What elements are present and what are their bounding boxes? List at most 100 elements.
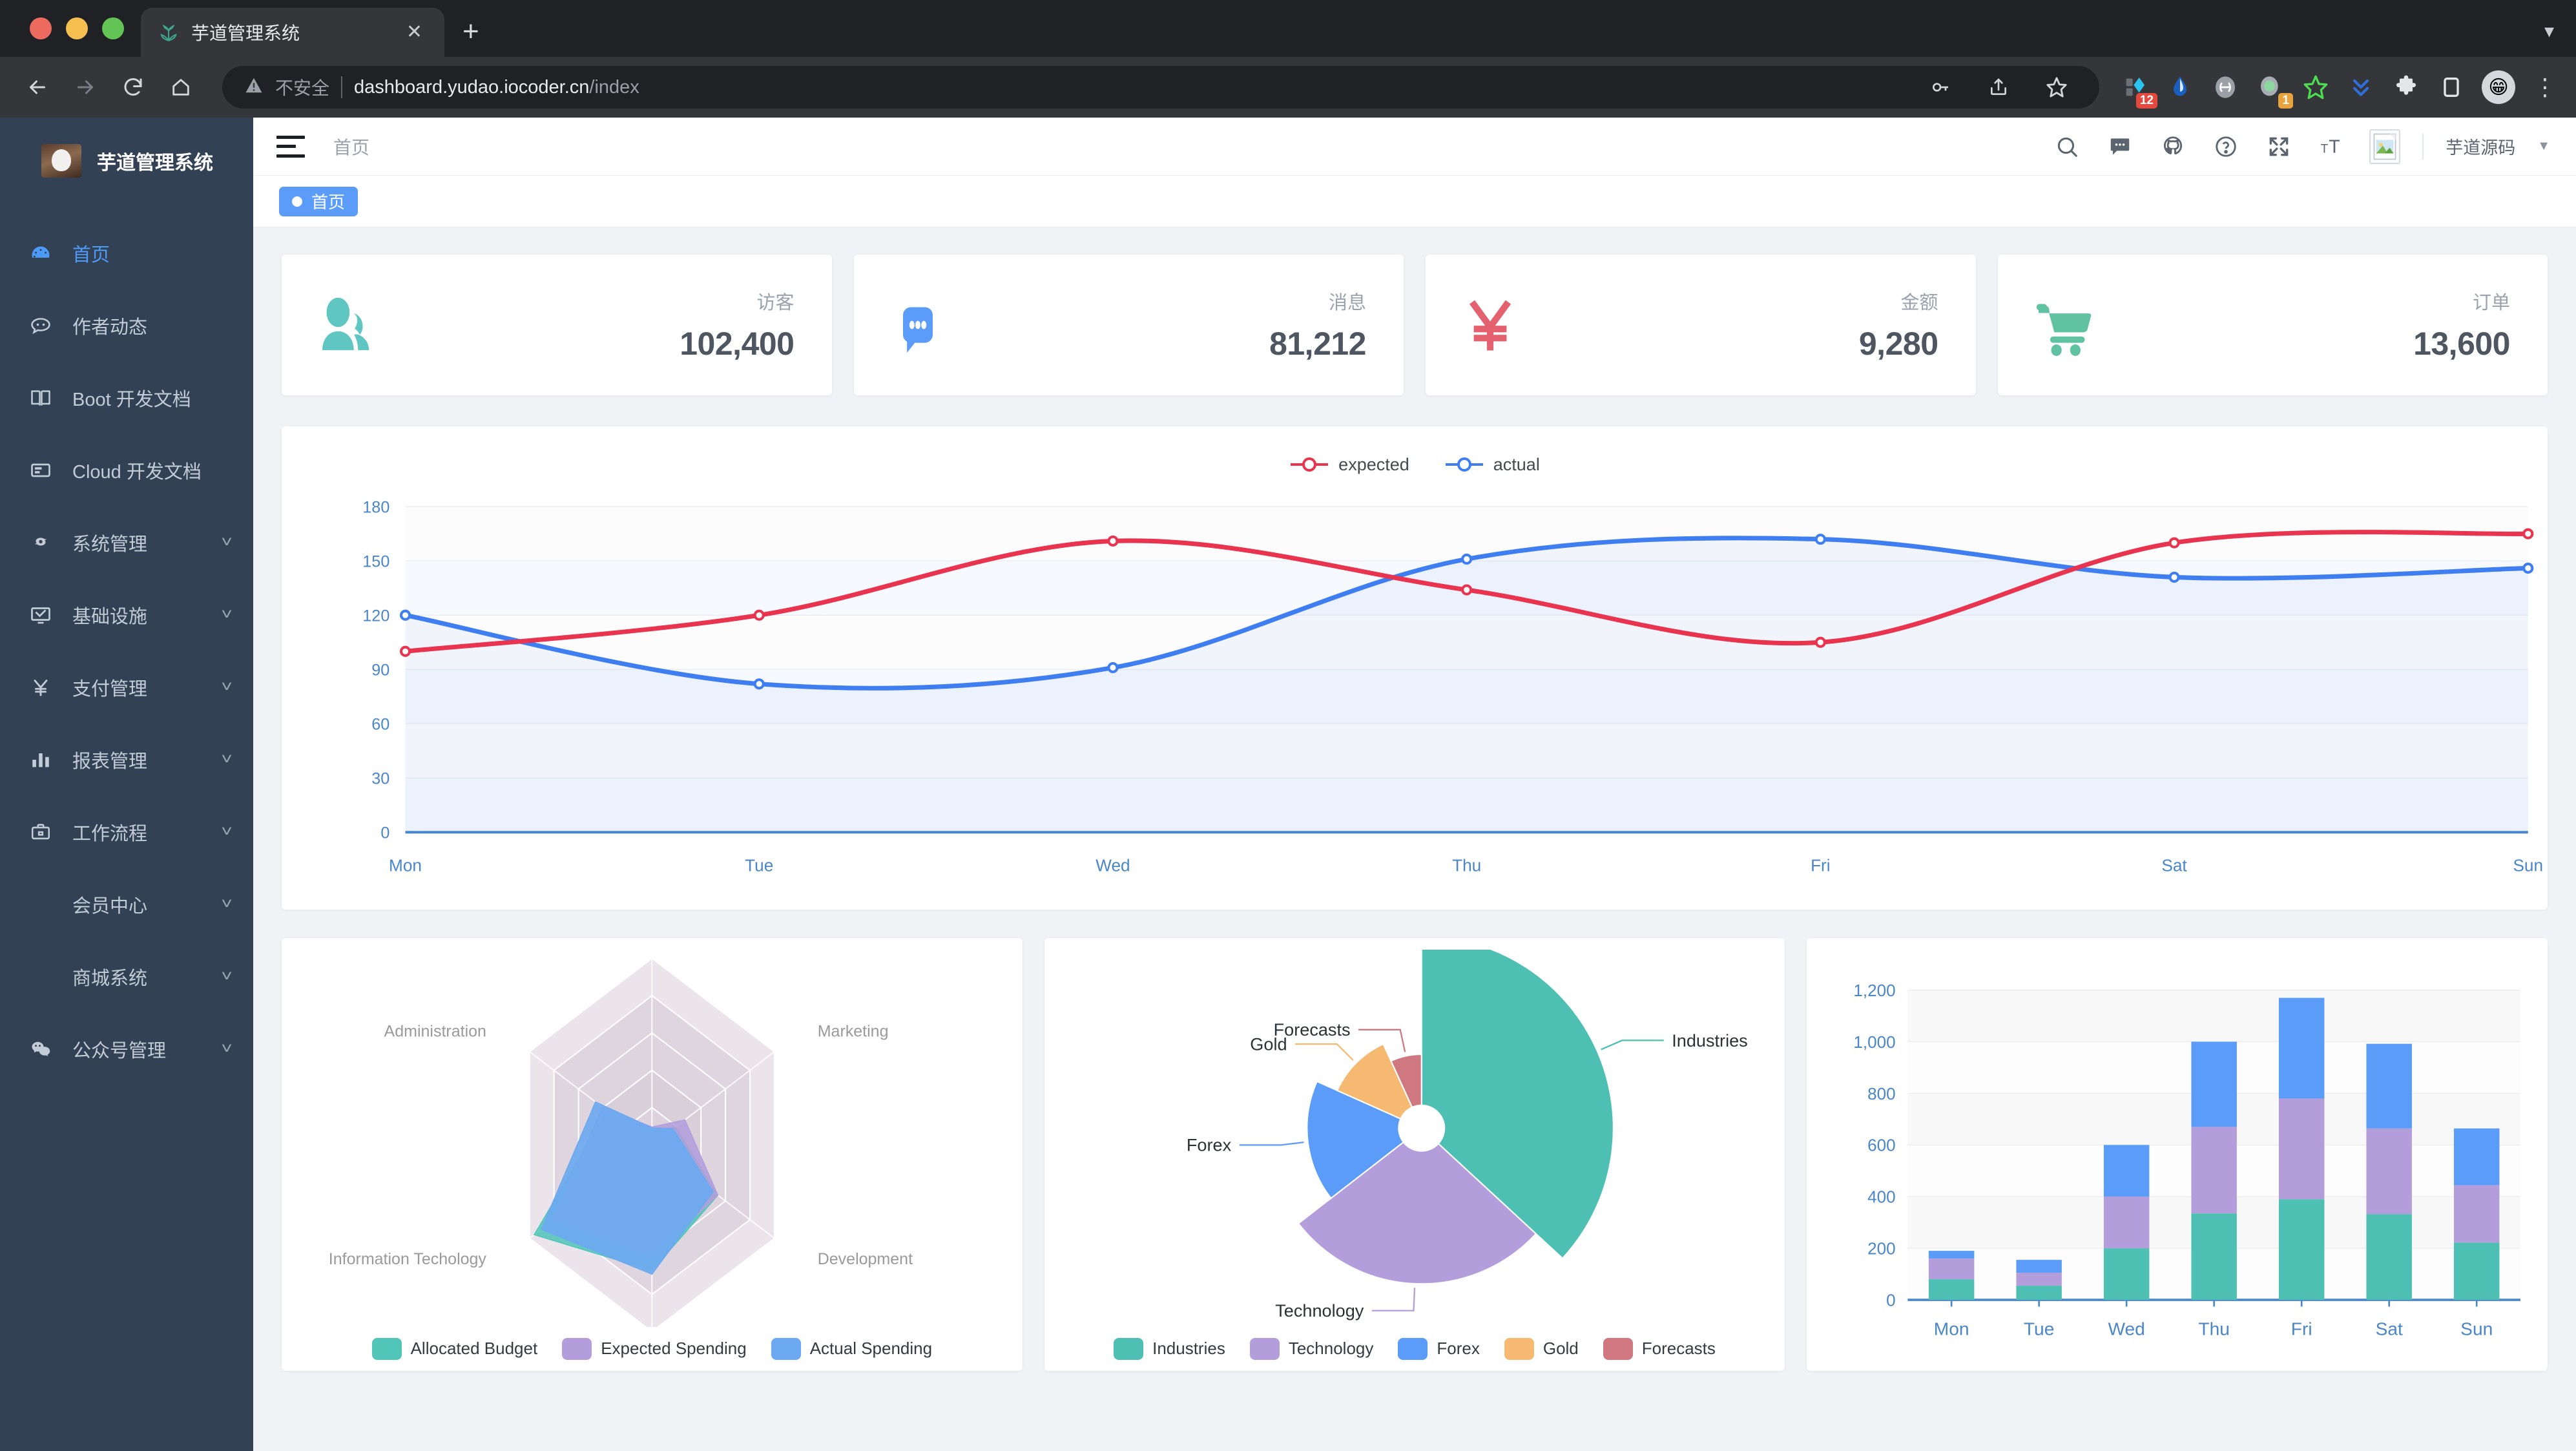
svg-text:30: 30 (371, 769, 390, 788)
legend-item-expected[interactable]: expected (1289, 455, 1409, 475)
water-drop-icon[interactable] (2165, 72, 2195, 102)
legend-label: Forex (1437, 1339, 1480, 1359)
help-icon[interactable] (2210, 131, 2241, 162)
legend-swatch (1603, 1337, 1633, 1360)
sidebar-item-system-management[interactable]: 系统管理 ˅ (0, 506, 253, 579)
brand[interactable]: 芋道管理系统 (0, 133, 253, 189)
share-icon[interactable] (1978, 67, 2019, 108)
legend-item-expected-spending[interactable]: Expected Spending (562, 1337, 747, 1360)
address-bar[interactable]: 不安全 dashboard.yudao.iocoder.cn/index (222, 66, 2099, 109)
legend-item-forex[interactable]: Forex (1398, 1337, 1480, 1360)
new-tab-button[interactable]: + (462, 16, 479, 47)
close-window-button[interactable] (30, 17, 52, 39)
divider (341, 76, 343, 98)
yen-icon (26, 676, 56, 699)
legend-item-technology[interactable]: Technology (1249, 1337, 1373, 1360)
svg-text:800: 800 (1867, 1084, 1895, 1103)
sidebar-item-member-center[interactable]: 会员中心 ˅ (0, 868, 253, 941)
browser-tab[interactable]: 芋道管理系统 ✕ (141, 8, 444, 57)
line-chart-canvas[interactable]: 0 30 60 90 120 150 180 Mon Tue Wed Thu Fri Sat Sun (282, 487, 2548, 904)
sidebar-item-workflow[interactable]: 工作流程 ˅ (0, 796, 253, 868)
stat-card-text: 金额 9,280 (1859, 287, 1938, 362)
main-area: 首页 (253, 118, 2576, 1451)
rabbit-avatar-icon (41, 144, 81, 178)
svg-text:120: 120 (362, 607, 390, 625)
sidebar-item-report-management[interactable]: 报表管理 ˅ (0, 724, 253, 796)
svg-text:1,000: 1,000 (1854, 1032, 1896, 1052)
budget-radar-panel: SalesMarketingDevelopmentCustomer Suppor… (282, 938, 1023, 1371)
legend-item-actual[interactable]: actual (1444, 455, 1540, 475)
message-icon[interactable] (2104, 131, 2135, 162)
sidebar-item-author-news[interactable]: 作者动态 (0, 289, 253, 362)
sidebar-item-home[interactable]: 首页 (0, 217, 253, 289)
stat-card-amount[interactable]: 金额 9,280 (1426, 255, 1976, 395)
github-icon[interactable] (2157, 131, 2188, 162)
bar-chart-canvas[interactable]: 0 200 400 600 800 1,000 1,200 Mon Tue Wed Thu Fri Sa… (1807, 950, 2548, 1371)
sidebar-panel-icon[interactable] (2436, 72, 2466, 102)
reload-icon[interactable] (112, 67, 154, 108)
stat-card-messages[interactable]: 消息 81,212 (853, 255, 1404, 395)
svg-text:Tue: Tue (2024, 1319, 2054, 1339)
rose-chart-canvas[interactable]: Industries Technology Forex Gold Forecasts (1044, 950, 1785, 1327)
chevron-down-icon[interactable]: ▾ (2544, 21, 2554, 42)
weekly-line-chart-panel: expected actual 0 30 60 90 120 150 180 Mon Tue We… (282, 426, 2548, 910)
legend-item-actual-spending[interactable]: Actual Spending (771, 1337, 932, 1360)
minimize-window-button[interactable] (66, 17, 88, 39)
hamburger-icon[interactable] (276, 135, 305, 158)
back-arrow-icon[interactable] (17, 67, 58, 108)
chevron-down-icon: ˅ (221, 751, 233, 768)
stat-card-visitors[interactable]: 访客 102,400 (282, 255, 832, 395)
sidebar-item-boot-docs[interactable]: Boot 开发文档 (0, 362, 253, 434)
stat-value: 102,400 (680, 326, 795, 362)
sidebar-item-official-account[interactable]: 公众号管理 ˅ (0, 1013, 253, 1085)
legend-swatch (1249, 1337, 1280, 1360)
profile-avatar-icon[interactable]: 😁 (2482, 70, 2515, 104)
window-controls[interactable] (19, 0, 141, 57)
tab-strip: 芋道管理系统 ✕ + ▾ (0, 0, 2576, 57)
home-icon[interactable] (160, 67, 202, 108)
grammar-icon[interactable] (2210, 72, 2240, 102)
star-icon[interactable] (2036, 67, 2077, 108)
fullscreen-icon[interactable] (2263, 131, 2294, 162)
caret-down-icon[interactable]: ▼ (2537, 139, 2550, 153)
circle-ext-icon[interactable]: 1 (2256, 72, 2293, 109)
dashboard-content: 访客 102,400 (253, 227, 2576, 1451)
legend-label: Forecasts (1641, 1339, 1716, 1359)
stat-card-orders[interactable]: 订单 13,600 (1997, 255, 2548, 395)
star-outline-ext-icon[interactable] (2301, 72, 2331, 102)
svg-text:Fri: Fri (1811, 856, 1831, 875)
chat-bubble-icon (886, 293, 970, 357)
search-icon[interactable] (2051, 131, 2083, 162)
web-page: 芋道管理系统 首页 作者动态 (0, 118, 2576, 1451)
legend-item-gold[interactable]: Gold (1504, 1337, 1579, 1360)
maximize-window-button[interactable] (102, 17, 124, 39)
kebab-menu-icon[interactable]: ⋮ (2533, 74, 2557, 101)
tag-home[interactable]: 首页 (279, 186, 358, 216)
key-icon[interactable] (1920, 67, 1961, 108)
double-chevron-down-icon[interactable] (2346, 72, 2376, 102)
people-icon (314, 291, 398, 359)
warning-triangle-icon (244, 76, 264, 99)
sidebar-item-label: 支付管理 (72, 679, 148, 700)
legend-item-industries[interactable]: Industries (1114, 1337, 1225, 1360)
sidebar-item-cloud-docs[interactable]: Cloud 开发文档 (0, 434, 253, 506)
legend-item-forecasts[interactable]: Forecasts (1603, 1337, 1716, 1360)
svg-text:Wed: Wed (1096, 856, 1130, 875)
briefcase-icon (26, 821, 56, 843)
legend-label: Allocated Budget (410, 1339, 538, 1359)
extensions-row: 12 1 😁 ⋮ (2120, 70, 2559, 109)
close-icon[interactable]: ✕ (406, 21, 422, 43)
svg-text:Forecasts: Forecasts (1273, 1019, 1350, 1039)
radar-chart-canvas[interactable]: SalesMarketingDevelopmentCustomer Suppor… (282, 950, 1023, 1327)
sidebar-item-infrastructure[interactable]: 基础设施 ˅ (0, 579, 253, 651)
chevron-down-icon: ˅ (221, 534, 233, 551)
active-dot-icon (292, 196, 302, 207)
broken-image-icon[interactable] (2369, 129, 2401, 164)
puzzle-icon[interactable] (2391, 72, 2421, 102)
sidebar-item-payment-management[interactable]: 支付管理 ˅ (0, 651, 253, 724)
legend-item-allocated-budget[interactable]: Allocated Budget (371, 1337, 538, 1360)
forward-arrow-icon[interactable] (65, 67, 106, 108)
extension-badge-icon[interactable]: 12 (2120, 72, 2157, 109)
sidebar-item-mall-system[interactable]: 商城系统 ˅ (0, 941, 253, 1013)
